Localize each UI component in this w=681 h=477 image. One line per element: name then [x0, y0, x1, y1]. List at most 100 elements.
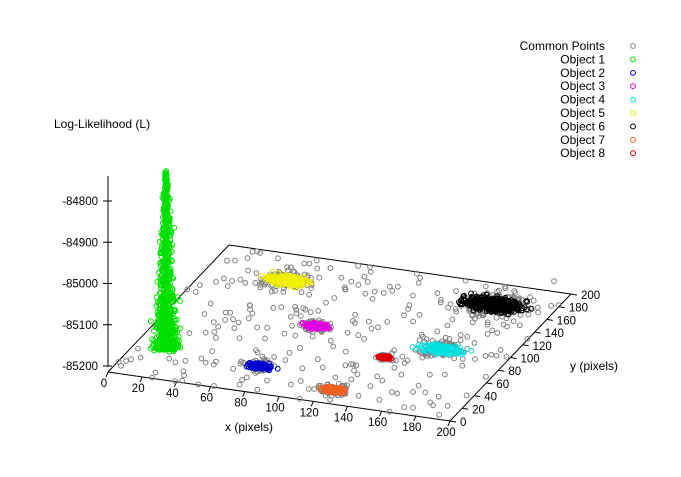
data-point-common-points: [314, 265, 321, 272]
data-point-common-points: [207, 300, 214, 307]
data-point-common-points: [449, 316, 456, 323]
data-point-object-7: [323, 384, 330, 391]
data-point-common-points: [327, 265, 334, 272]
data-point-object-6: [483, 301, 490, 308]
data-point-object-1: [169, 336, 176, 342]
data-point-object-1: [172, 323, 179, 330]
data-point-common-points: [452, 306, 459, 312]
data-point-object-1: [162, 204, 169, 210]
data-point-common-points: [287, 313, 294, 320]
data-point-object-1: [164, 257, 171, 264]
data-point-common-points: [342, 348, 349, 355]
data-point-common-points: [292, 332, 299, 339]
data-point-object-1: [161, 207, 168, 213]
data-point-common-points: [351, 367, 357, 374]
data-point-common-points: [307, 309, 314, 316]
x-tick-mark: [139, 376, 143, 383]
data-point-common-points: [149, 374, 156, 381]
data-point-common-points: [297, 313, 304, 319]
data-point-common-points: [384, 319, 391, 325]
data-point-common-points: [211, 329, 218, 335]
data-point-common-points: [128, 356, 135, 363]
data-point-common-points: [446, 336, 453, 342]
data-point-common-points: [415, 382, 422, 389]
data-point-common-points: [264, 377, 270, 384]
data-point-common-points: [245, 267, 252, 274]
data-point-common-points: [332, 374, 339, 381]
data-point-common-points: [198, 355, 205, 362]
data-point-common-points: [123, 358, 129, 364]
data-point-common-points: [210, 361, 217, 368]
data-point-object-1: [158, 253, 165, 260]
data-point-object-6: [493, 308, 500, 315]
data-point-common-points: [548, 302, 555, 309]
data-point-object-1: [171, 308, 178, 315]
y-tick-mark: [570, 293, 578, 296]
data-point-common-points: [202, 329, 209, 336]
data-point-common-points: [410, 318, 417, 325]
y-tick-label: 160: [557, 315, 576, 327]
data-point-common-points: [436, 411, 443, 418]
data-point-common-points: [249, 248, 256, 255]
data-point-object-1: [158, 246, 165, 253]
data-point-common-points: [459, 362, 466, 369]
data-point-common-points: [280, 289, 287, 295]
data-point-object-1: [162, 194, 169, 201]
data-point-common-points: [264, 324, 271, 331]
data-point-object-8: [375, 353, 382, 360]
data-point-common-points: [257, 250, 264, 256]
data-point-object-4: [433, 347, 440, 354]
data-point-common-points: [166, 355, 173, 362]
data-point-common-points: [271, 354, 278, 360]
data-point-common-points: [230, 365, 237, 372]
data-point-common-points: [367, 383, 374, 389]
data-point-common-points: [484, 331, 491, 337]
data-point-object-4: [427, 342, 434, 349]
data-point-common-points: [180, 368, 187, 375]
data-point-common-points: [338, 274, 345, 281]
data-point-common-points: [484, 319, 491, 326]
data-point-common-points: [242, 280, 249, 286]
data-point-common-points: [342, 286, 349, 293]
y-tick-mark: [522, 344, 529, 347]
base-back-edge: [228, 244, 572, 295]
data-point-object-1: [151, 328, 157, 334]
data-point-common-points: [306, 260, 313, 267]
data-point-common-points: [323, 299, 329, 306]
data-point-common-points: [232, 257, 238, 264]
data-point-common-points: [224, 257, 230, 264]
data-point-common-points: [309, 333, 316, 340]
legend-label-object-6: Object 6: [560, 119, 605, 133]
data-point-object-1: [156, 290, 163, 297]
x-tick-label: 180: [402, 422, 421, 434]
points-layer: [115, 168, 562, 418]
data-point-common-points: [512, 290, 519, 296]
data-point-object-1: [163, 224, 170, 231]
data-point-common-points: [389, 288, 396, 294]
data-point-common-points: [386, 283, 393, 290]
x-tick-label: 160: [368, 417, 387, 429]
data-point-common-points: [469, 319, 476, 326]
legend-marker-object-7: [630, 136, 636, 143]
data-point-object-6: [515, 305, 522, 312]
data-point-object-1: [163, 287, 170, 293]
data-point-common-points: [524, 335, 531, 342]
x-tick-label: 80: [234, 398, 247, 410]
data-point-common-points: [398, 371, 405, 378]
data-point-common-points: [252, 279, 259, 286]
legend-label-common-points: Common Points: [520, 39, 605, 53]
data-point-object-4: [453, 346, 460, 353]
data-point-common-points: [422, 389, 429, 396]
z-tick-label: -85000: [62, 279, 98, 291]
data-point-common-points: [275, 255, 281, 262]
data-point-common-points: [238, 358, 245, 365]
data-point-object-6: [476, 294, 482, 301]
data-point-object-1: [166, 216, 173, 223]
data-point-common-points: [369, 296, 376, 302]
data-point-common-points: [366, 318, 372, 325]
data-point-common-points: [306, 291, 313, 298]
data-point-common-points: [186, 330, 193, 337]
data-point-common-points: [211, 383, 217, 389]
data-point-object-6: [466, 298, 473, 305]
